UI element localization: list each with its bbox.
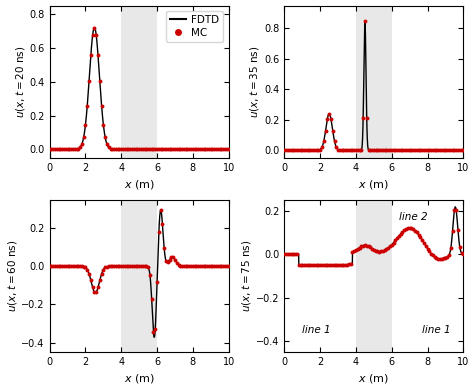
- X-axis label: $x$ (m): $x$ (m): [124, 373, 155, 386]
- Y-axis label: $u(x, t = 75$ ns): $u(x, t = 75$ ns): [240, 240, 253, 312]
- Legend: FDTD, MC: FDTD, MC: [166, 11, 223, 42]
- Y-axis label: $u(x, t = 60$ ns): $u(x, t = 60$ ns): [6, 240, 19, 312]
- Text: line 1: line 1: [302, 325, 331, 335]
- Y-axis label: $u(x, t = 20$ ns): $u(x, t = 20$ ns): [14, 45, 27, 118]
- Text: line 2: line 2: [399, 212, 428, 222]
- Bar: [356, 5, 392, 158]
- Text: line 1: line 1: [422, 325, 451, 335]
- X-axis label: $x$ (m): $x$ (m): [358, 373, 389, 386]
- Bar: [356, 200, 392, 352]
- X-axis label: $x$ (m): $x$ (m): [124, 178, 155, 191]
- Y-axis label: $u(x, t = 35$ ns): $u(x, t = 35$ ns): [248, 45, 261, 118]
- Bar: [121, 5, 157, 158]
- Bar: [121, 200, 157, 352]
- X-axis label: $x$ (m): $x$ (m): [358, 178, 389, 191]
